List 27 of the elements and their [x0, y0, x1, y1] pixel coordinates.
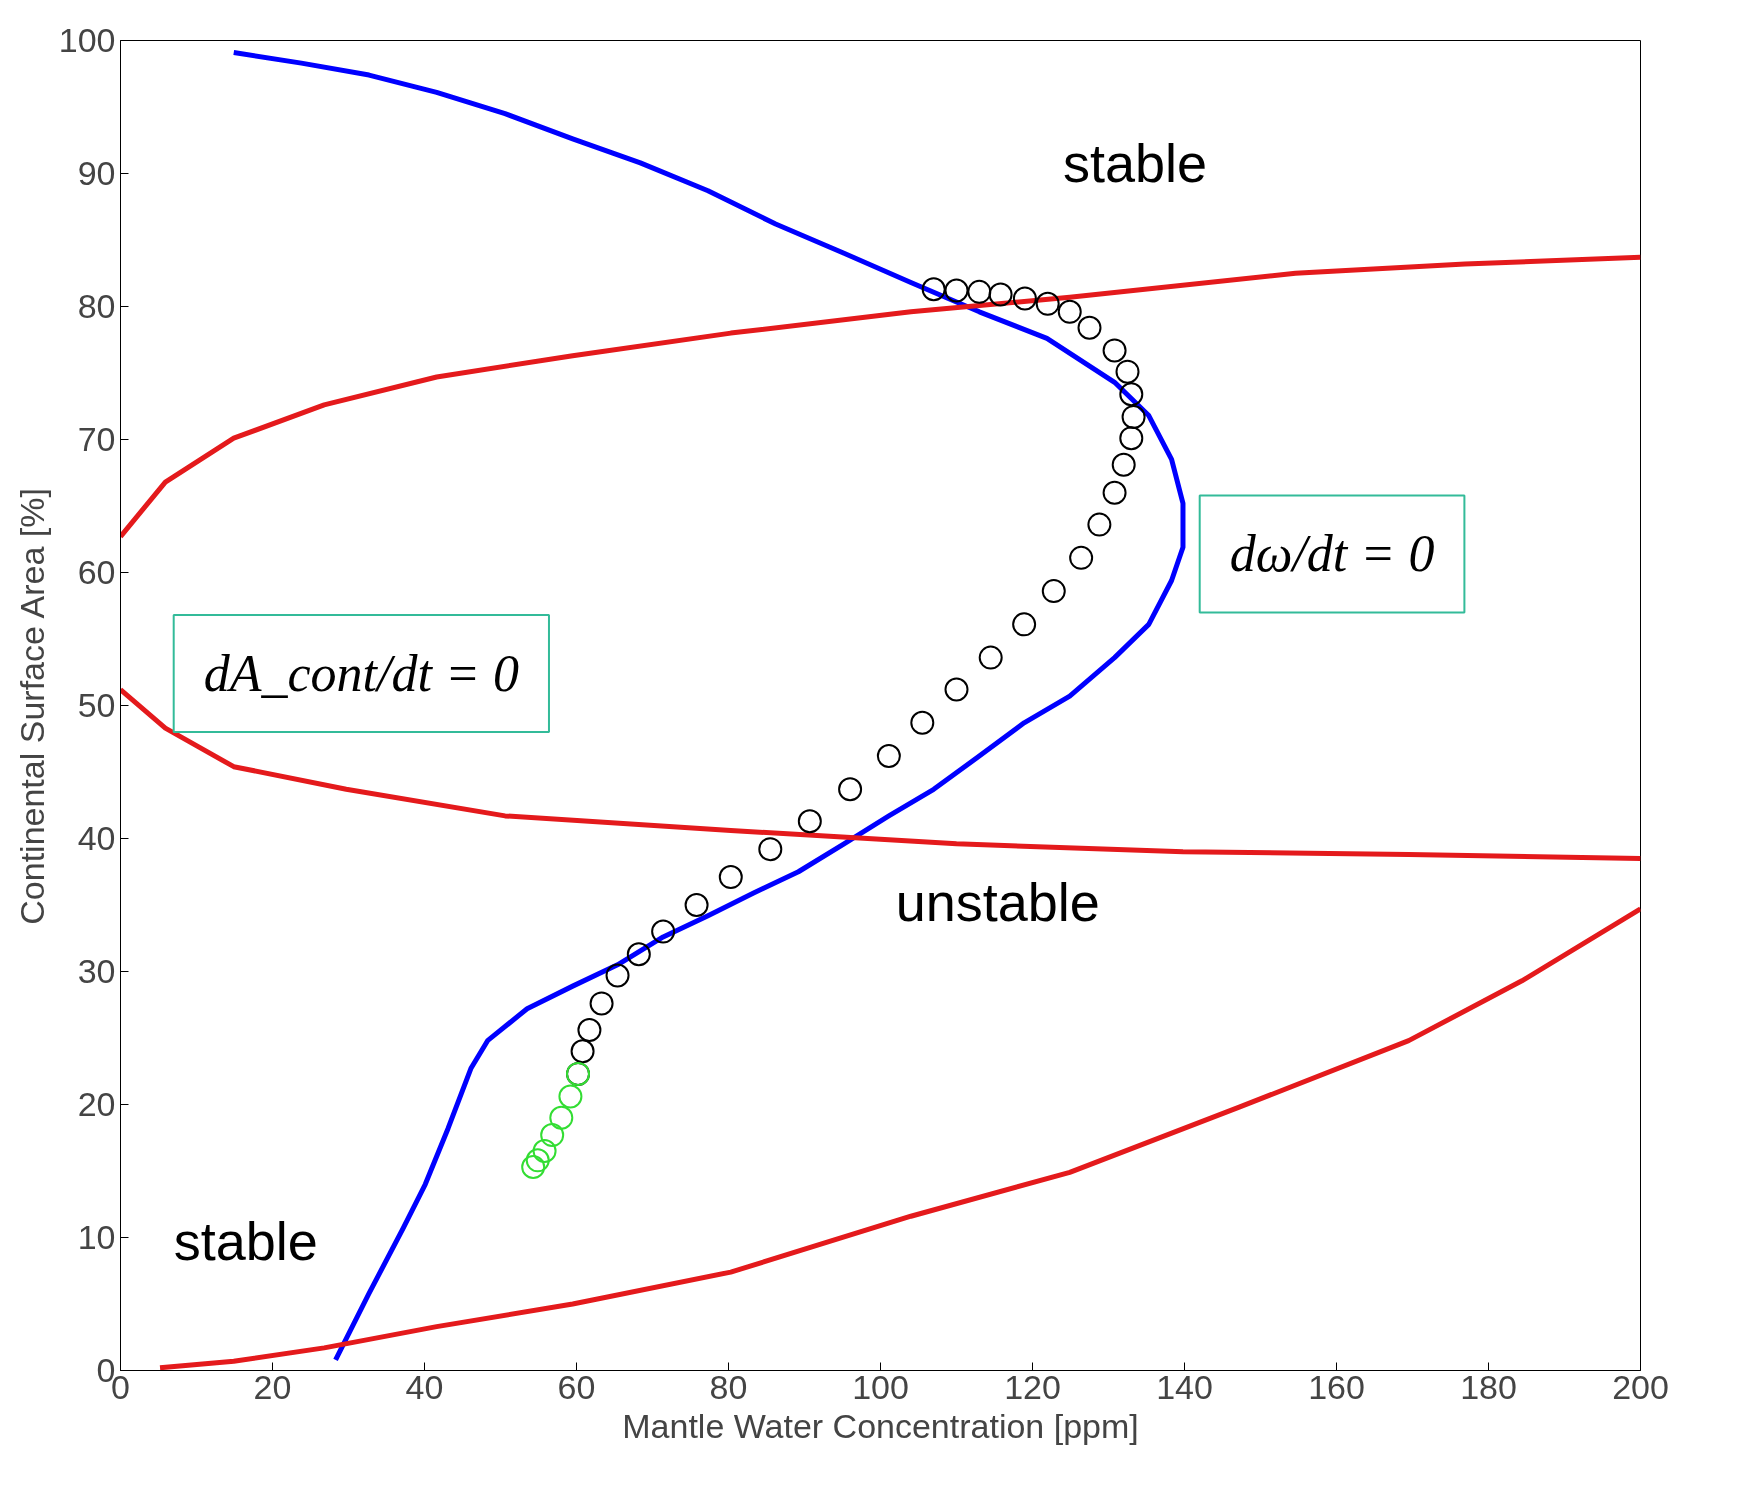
y-tick-label: 40 — [77, 819, 116, 857]
y-tick-label: 100 — [58, 21, 116, 59]
x-tick-label: 60 — [557, 1367, 596, 1406]
y-tick-label: 70 — [77, 420, 116, 458]
y-tick-label: 80 — [77, 287, 116, 325]
x-tick-label: 200 — [1612, 1367, 1669, 1406]
x-tick-label: 20 — [253, 1367, 292, 1406]
y-tick-label: 90 — [77, 154, 116, 192]
x-tick-label: 100 — [852, 1367, 909, 1406]
x-tick-label: 120 — [1004, 1367, 1061, 1406]
annotation: unstable — [895, 871, 1100, 932]
x-tick-label: 180 — [1460, 1367, 1517, 1406]
y-tick-label: 50 — [77, 686, 116, 724]
y-tick-label: 10 — [77, 1218, 116, 1256]
x-axis-title: Mantle Water Concentration [ppm] — [622, 1406, 1139, 1445]
y-axis-title: Continental Surface Area [%] — [12, 488, 51, 925]
x-tick-label: 40 — [405, 1367, 444, 1406]
series-label: dω/dt = 0 — [1229, 525, 1435, 583]
text: dA_cont/dt = 0 — [203, 645, 519, 703]
y-tick-label: 60 — [77, 553, 116, 591]
x-tick-label: 160 — [1308, 1367, 1365, 1406]
annotation: stable — [173, 1210, 318, 1271]
y-tick-label: 20 — [77, 1085, 116, 1123]
y-tick-label: 30 — [77, 952, 116, 990]
annotation: stable — [1062, 133, 1208, 194]
x-tick-label: 140 — [1156, 1367, 1213, 1406]
x-tick-label: 80 — [709, 1367, 748, 1406]
